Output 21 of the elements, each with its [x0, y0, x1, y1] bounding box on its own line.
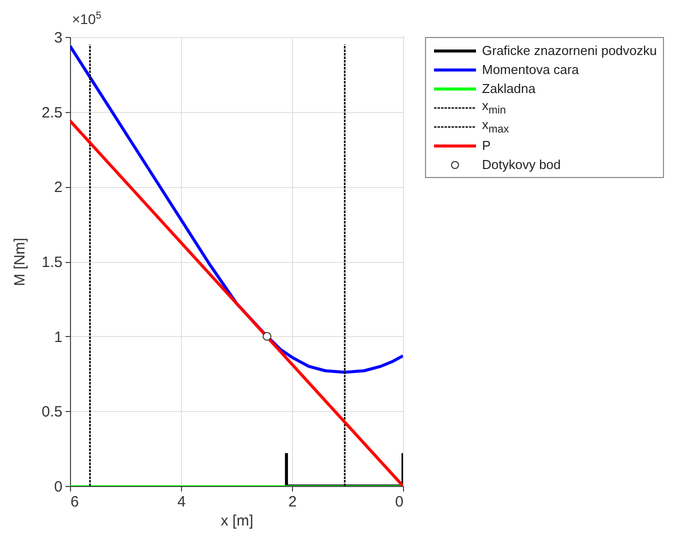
legend-label: Zakladna [482, 81, 536, 96]
x-axis-title: x [m] [220, 512, 254, 530]
x-tick-label: 0 [395, 494, 404, 510]
y-tick-label: 3 [54, 30, 62, 46]
y-tick-label: 1.5 [42, 254, 62, 271]
y-tick-label: 1 [54, 328, 62, 346]
x-tick-label: 2 [288, 494, 297, 510]
x-tick-label: 6 [70, 494, 79, 510]
x-tick-label: 4 [177, 494, 186, 510]
text: ×10$^{5}$ [72, 10, 102, 27]
y-tick-label: 2 [54, 179, 62, 196]
legend-label: x$_{max}$ [482, 117, 509, 136]
y-tick-label: 0.5 [42, 404, 62, 421]
legend-label: P [482, 138, 491, 153]
legend-label: Graficke znazorneni podvozku [482, 43, 657, 58]
legend-label: Momentova cara [482, 62, 579, 77]
legend-label: x$_{min}$ [482, 98, 506, 117]
legend-label: Dotykovy bod [482, 157, 561, 172]
y-tick-label: 0 [54, 478, 62, 496]
y-tick-label: 2.5 [42, 104, 62, 122]
y-axis-title: M [Nm] [12, 238, 29, 286]
